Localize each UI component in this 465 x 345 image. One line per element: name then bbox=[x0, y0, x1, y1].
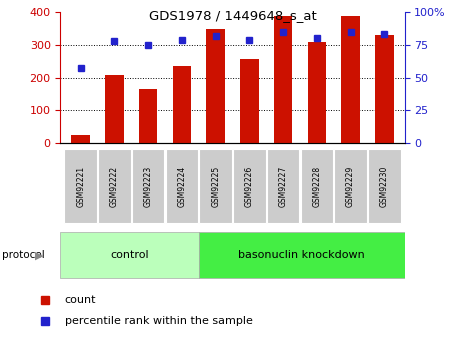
Bar bbox=[375, 35, 393, 143]
Bar bbox=[206, 29, 225, 143]
Text: GSM92228: GSM92228 bbox=[312, 166, 321, 207]
Text: protocol: protocol bbox=[2, 250, 45, 260]
Text: GSM92226: GSM92226 bbox=[245, 166, 254, 207]
Text: GSM92222: GSM92222 bbox=[110, 166, 119, 207]
Bar bbox=[72, 135, 90, 143]
Text: GSM92229: GSM92229 bbox=[346, 166, 355, 207]
Bar bbox=[341, 16, 360, 143]
FancyBboxPatch shape bbox=[65, 149, 97, 224]
Text: GDS1978 / 1449648_s_at: GDS1978 / 1449648_s_at bbox=[149, 9, 316, 22]
Text: GSM92223: GSM92223 bbox=[144, 166, 153, 207]
Text: control: control bbox=[110, 250, 149, 260]
Text: GSM92221: GSM92221 bbox=[76, 166, 85, 207]
Bar bbox=[139, 89, 158, 143]
FancyBboxPatch shape bbox=[60, 232, 199, 278]
Text: GSM92224: GSM92224 bbox=[177, 166, 186, 207]
FancyBboxPatch shape bbox=[132, 149, 164, 224]
Text: basonuclin knockdown: basonuclin knockdown bbox=[238, 250, 365, 260]
FancyBboxPatch shape bbox=[233, 149, 266, 224]
FancyBboxPatch shape bbox=[166, 149, 198, 224]
FancyBboxPatch shape bbox=[199, 232, 405, 278]
Text: GSM92225: GSM92225 bbox=[211, 166, 220, 207]
FancyBboxPatch shape bbox=[368, 149, 400, 224]
Bar bbox=[173, 66, 191, 143]
FancyBboxPatch shape bbox=[98, 149, 131, 224]
FancyBboxPatch shape bbox=[267, 149, 299, 224]
Text: GSM92227: GSM92227 bbox=[279, 166, 288, 207]
FancyBboxPatch shape bbox=[334, 149, 367, 224]
Text: GSM92230: GSM92230 bbox=[380, 166, 389, 207]
Text: count: count bbox=[65, 295, 96, 305]
Bar bbox=[274, 16, 292, 143]
FancyBboxPatch shape bbox=[301, 149, 333, 224]
FancyBboxPatch shape bbox=[199, 149, 232, 224]
Bar bbox=[307, 42, 326, 143]
Bar bbox=[105, 75, 124, 143]
Bar bbox=[240, 59, 259, 143]
Text: percentile rank within the sample: percentile rank within the sample bbox=[65, 316, 253, 326]
Text: ▶: ▶ bbox=[35, 250, 44, 260]
